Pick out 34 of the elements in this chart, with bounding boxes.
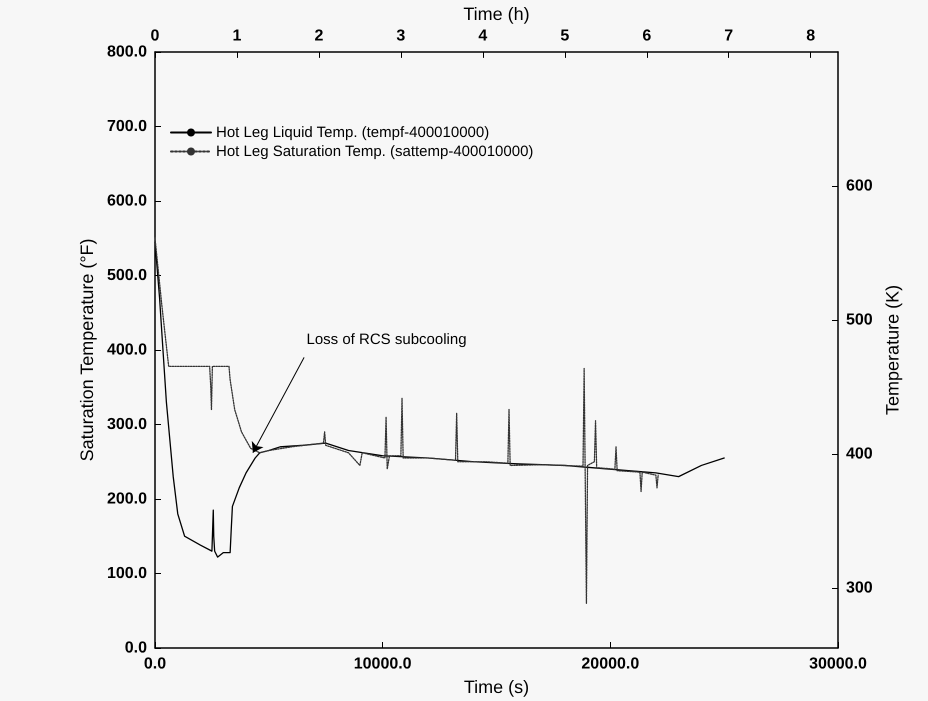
x2-tick-label: 3 xyxy=(396,27,406,44)
annotation: Loss of RCS subcooling xyxy=(306,330,467,348)
legend-label: Hot Leg Saturation Temp. (sattemp-400010000) xyxy=(216,143,534,160)
y-tick-label: 100.0 xyxy=(106,564,148,582)
x-tick-label: 10000.0 xyxy=(354,656,412,672)
y2-tick-label: 400 xyxy=(846,446,873,463)
x2-tick-label: 8 xyxy=(806,27,816,44)
x-tick-label: 0.0 xyxy=(144,656,166,672)
y-tick-label: 700.0 xyxy=(106,118,148,135)
x2-tick-label: 7 xyxy=(724,27,734,44)
y-tick-label: 200.0 xyxy=(106,490,148,508)
x2-axis-title: Time (h) xyxy=(463,4,530,24)
x-tick-label: 20000.0 xyxy=(581,656,640,672)
x2-tick-label: 4 xyxy=(478,27,488,44)
y2-axis-title: Temperature (K) xyxy=(882,284,903,415)
x2-tick-label: 5 xyxy=(560,27,570,44)
x2-tick-label: 0 xyxy=(150,27,160,44)
x2-tick-label: 6 xyxy=(642,27,652,44)
y-tick-label: 800.0 xyxy=(106,43,148,60)
y-tick-label: 400.0 xyxy=(106,341,148,358)
legend-label: Hot Leg Liquid Temp. (tempf-400010000) xyxy=(216,124,490,141)
x2-tick-label: 2 xyxy=(314,27,324,44)
y-tick-label: 300.0 xyxy=(106,416,148,433)
line-series xyxy=(154,238,659,604)
y-tick-label: 500.0 xyxy=(106,266,148,284)
x-axis-title: Time (s) xyxy=(464,677,530,697)
y2-tick-label: 300 xyxy=(846,580,873,597)
x-tick-label: 30000.0 xyxy=(809,656,868,672)
y-axis-title: Saturation Temperature (°F) xyxy=(77,238,98,462)
y2-tick-label: 600 xyxy=(846,177,873,194)
y-tick-label: 0.0 xyxy=(124,640,148,656)
y2-tick-label: 500 xyxy=(846,311,873,328)
y-tick-label: 600.0 xyxy=(106,192,148,210)
x2-tick-label: 1 xyxy=(232,27,242,44)
